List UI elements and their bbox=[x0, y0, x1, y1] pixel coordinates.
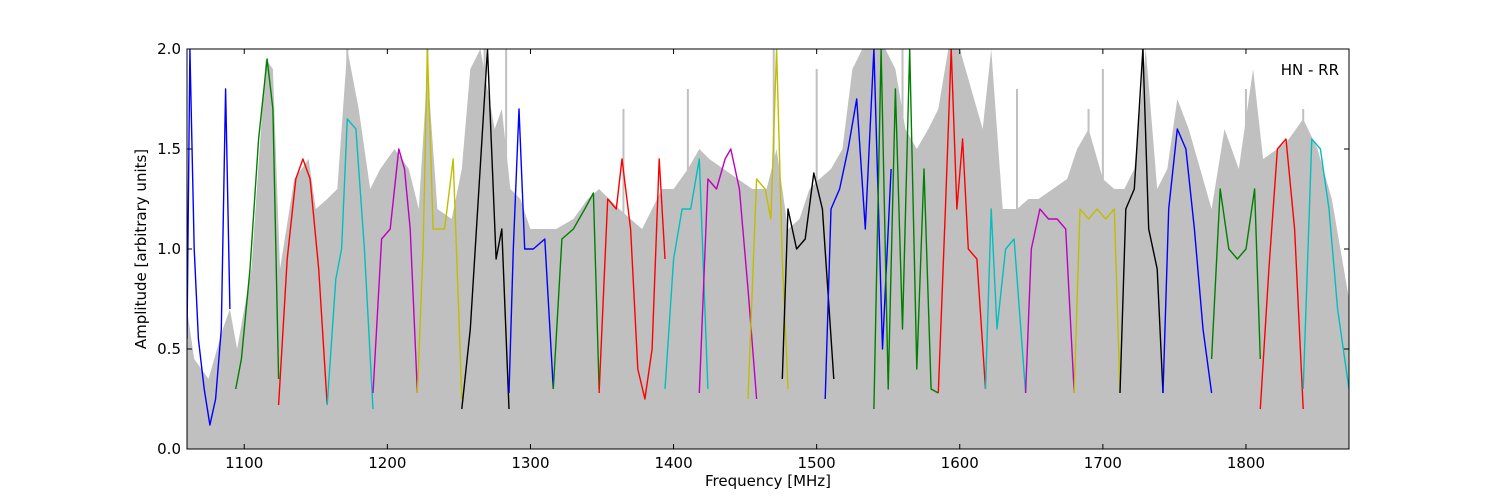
series-line bbox=[664, 158, 709, 390]
series-line bbox=[1024, 208, 1075, 394]
series-line bbox=[747, 49, 789, 400]
series-line bbox=[1162, 128, 1213, 394]
y-tick-label: 1.5 bbox=[157, 140, 181, 158]
series-line bbox=[508, 108, 554, 394]
series-line bbox=[416, 49, 463, 400]
series-line bbox=[937, 49, 987, 394]
series-line bbox=[1210, 188, 1261, 360]
series-line bbox=[1302, 138, 1349, 390]
series-line bbox=[1259, 138, 1304, 410]
series-group bbox=[187, 49, 1349, 426]
x-tick-label: 1100 bbox=[225, 454, 263, 472]
series-line bbox=[1119, 49, 1164, 394]
series-line bbox=[781, 172, 835, 380]
series-line bbox=[277, 158, 328, 406]
series-line bbox=[1073, 208, 1121, 394]
x-tick-label: 1300 bbox=[511, 454, 549, 472]
axis-ticks: 1100 1200 1300 1400 1500 1600 1700 1800 0.0 0.5 1.… bbox=[157, 40, 1349, 472]
series-line bbox=[326, 118, 374, 410]
x-tick-label: 1200 bbox=[368, 454, 406, 472]
y-tick-label: 2.0 bbox=[157, 40, 181, 58]
series-line bbox=[552, 192, 600, 390]
y-axis-label: Amplitude [arbitrary units] bbox=[132, 149, 150, 349]
x-tick-label: 1800 bbox=[1227, 454, 1265, 472]
y-tick-label: 0.0 bbox=[157, 440, 181, 458]
series-line bbox=[598, 158, 666, 400]
series-line bbox=[873, 49, 939, 410]
panel-annotation: HN - RR bbox=[1281, 61, 1339, 79]
x-tick-label: 1500 bbox=[798, 454, 836, 472]
series-line bbox=[372, 148, 419, 394]
series-line bbox=[984, 208, 1027, 394]
series-line bbox=[235, 58, 280, 390]
y-tick-label: 1.0 bbox=[157, 240, 181, 258]
x-axis-label: Frequency [MHz] bbox=[705, 472, 831, 490]
series-line bbox=[698, 148, 758, 400]
series-line bbox=[461, 49, 510, 410]
x-tick-label: 1400 bbox=[654, 454, 692, 472]
y-tick-label: 0.5 bbox=[157, 340, 181, 358]
x-tick-label: 1700 bbox=[1084, 454, 1122, 472]
series-line bbox=[187, 49, 231, 426]
x-tick-label: 1600 bbox=[941, 454, 979, 472]
background-envelope bbox=[187, 49, 1349, 449]
series-line bbox=[824, 49, 892, 400]
background-area bbox=[187, 49, 1349, 449]
